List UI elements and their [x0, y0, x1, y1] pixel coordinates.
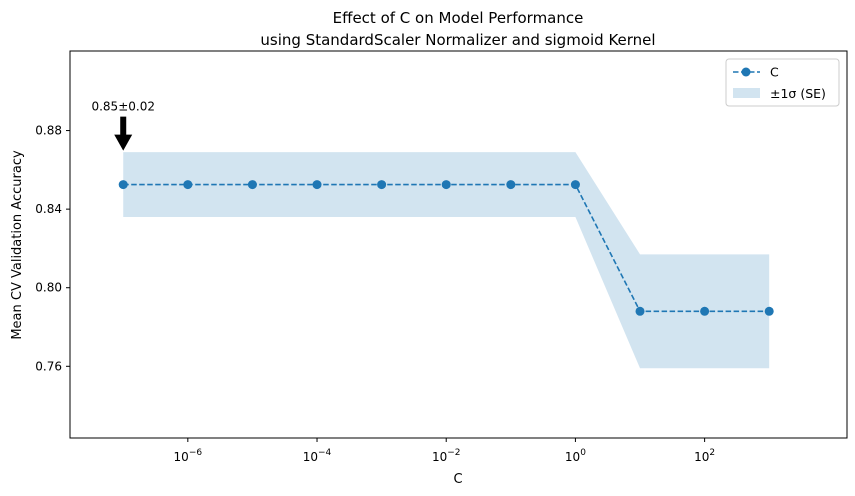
y-tick-label: 0.84 — [35, 202, 62, 216]
data-point — [570, 180, 580, 190]
y-tick-label: 0.80 — [35, 281, 62, 295]
chart-subtitle: using StandardScaler Normalizer and sigm… — [260, 31, 655, 49]
x-tick-label: 102 — [694, 448, 715, 464]
y-axis-label: Mean CV Validation Accuracy — [10, 150, 25, 340]
y-axis-ticks: 0.76 0.80 0.84 0.88 — [35, 124, 70, 373]
data-point — [183, 180, 193, 190]
x-axis-label: C — [453, 472, 462, 487]
legend-entry-series: C — [770, 65, 779, 80]
annotation-text: 0.85±0.02 — [91, 100, 155, 114]
data-point — [700, 306, 710, 316]
x-tick-label: 10−4 — [303, 448, 332, 464]
y-tick-label: 0.76 — [35, 359, 62, 373]
annotation-arrow-icon — [114, 116, 133, 151]
legend-box — [725, 58, 840, 107]
data-point — [247, 180, 257, 190]
data-point — [118, 180, 128, 190]
x-tick-label: 10−6 — [174, 448, 203, 464]
legend-band-swatch — [733, 88, 760, 98]
legend-dot-marker — [741, 67, 751, 77]
x-axis-ticks: 10−6 10−4 10−2 100 102 — [174, 438, 715, 464]
data-point — [635, 306, 645, 316]
chart-title: Effect of C on Model Performance — [333, 9, 584, 27]
legend-entry-band: ±1σ (SE) — [770, 86, 826, 101]
data-point — [764, 306, 774, 316]
confidence-band — [123, 152, 770, 369]
x-tick-label: 100 — [565, 448, 586, 464]
data-point — [441, 180, 451, 190]
legend: C ±1σ (SE) — [725, 58, 840, 107]
y-tick-label: 0.88 — [35, 124, 62, 138]
data-point — [312, 180, 322, 190]
annotation: 0.85±0.02 — [91, 100, 155, 151]
data-point — [506, 180, 516, 190]
data-point — [377, 180, 387, 190]
x-tick-label: 10−2 — [432, 448, 461, 464]
plot-area — [118, 152, 774, 369]
plot-frame — [69, 50, 848, 439]
